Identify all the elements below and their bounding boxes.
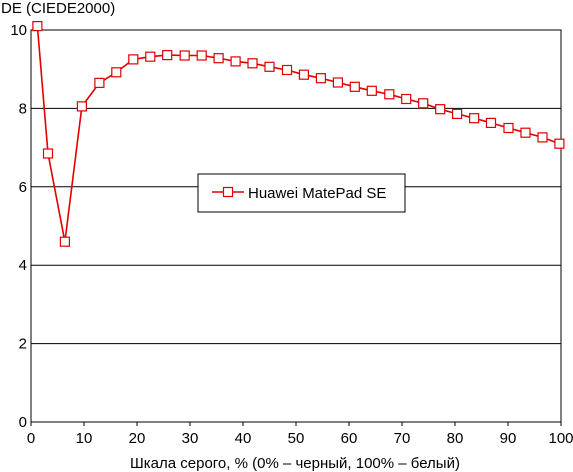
y-tick-label: 4 [19,257,27,274]
data-point [554,138,565,149]
x-tick-label: 90 [500,430,517,447]
data-point [452,108,463,120]
data-point [76,101,88,112]
y-tick-label: 2 [19,336,27,353]
data-point [111,67,122,78]
x-tick-label: 30 [182,430,199,447]
data-point [366,85,377,96]
data-point [281,64,293,76]
x-tick-label: 40 [235,430,252,447]
data-point [520,127,531,138]
data-point [418,98,429,109]
x-tick-label: 80 [447,430,464,447]
data-point [196,50,207,61]
data-point [145,51,156,62]
data-point [435,104,446,115]
data-point [264,61,275,72]
data-point [162,49,173,61]
data-point [469,113,480,124]
data-point [94,77,105,89]
x-tick-label: 20 [129,430,146,447]
legend-label: Huawei MatePad SE [248,185,386,202]
data-point [213,53,224,64]
data-point [503,122,514,134]
data-point [230,56,241,67]
x-tick-label: 70 [394,430,411,447]
data-point [384,89,395,100]
data-point [485,117,497,129]
x-tick-label: 0 [27,430,35,447]
plot-area [30,29,562,423]
x-tick-label: 10 [76,430,93,447]
y-tick-label: 6 [19,179,27,196]
data-point [537,132,548,143]
y-tick-label: 8 [19,100,27,117]
y-axis-label: DE (CIEDE2000) [1,0,115,17]
x-tick-label: 100 [548,430,573,447]
data-point [349,81,360,92]
data-point [298,69,309,80]
y-tick-label: 10 [10,22,27,39]
data-point [59,236,71,247]
x-tick-label: 60 [341,430,358,447]
data-point [401,93,412,105]
data-point [179,50,190,61]
data-point [128,54,139,65]
y-tick-label: 0 [19,414,27,431]
data-point [332,77,343,88]
legend: Huawei MatePad SE [197,173,406,213]
data-point [315,73,326,84]
legend-marker [222,186,234,198]
x-tick-label: 50 [288,430,305,447]
data-point [247,58,258,69]
data-point [42,148,54,159]
data-point [32,21,43,32]
x-axis-label: Шкала серого, % (0% – черный, 100% – бел… [130,455,460,472]
